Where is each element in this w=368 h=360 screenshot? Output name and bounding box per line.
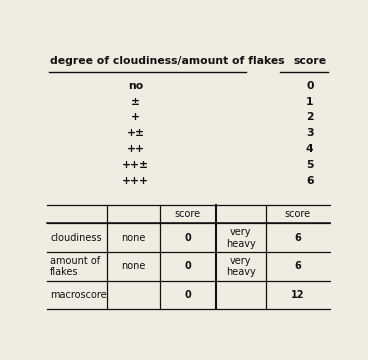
Text: none: none (121, 261, 146, 271)
Text: degree of cloudiness/amount of flakes: degree of cloudiness/amount of flakes (50, 56, 285, 66)
Text: very
heavy: very heavy (226, 227, 255, 248)
Text: 0: 0 (184, 290, 191, 300)
Text: 1: 1 (306, 96, 314, 107)
Text: 2: 2 (306, 112, 314, 122)
Text: macroscore: macroscore (50, 290, 107, 300)
Text: ±: ± (131, 96, 140, 107)
Text: very
heavy: very heavy (226, 256, 255, 277)
Text: score: score (284, 209, 311, 219)
Text: 0: 0 (184, 233, 191, 243)
Text: +: + (131, 112, 140, 122)
Text: no: no (128, 81, 144, 91)
Text: 5: 5 (306, 160, 314, 170)
Text: +±: +± (127, 128, 145, 138)
Text: 0: 0 (184, 261, 191, 271)
Text: ++±: ++± (122, 160, 149, 170)
Text: 6: 6 (294, 261, 301, 271)
Text: 3: 3 (306, 128, 314, 138)
Text: 12: 12 (291, 290, 304, 300)
Text: +++: +++ (122, 176, 149, 186)
Text: 6: 6 (306, 176, 314, 186)
Text: amount of
flakes: amount of flakes (50, 256, 100, 277)
Text: none: none (121, 233, 146, 243)
Text: score: score (175, 209, 201, 219)
Text: 6: 6 (294, 233, 301, 243)
Text: ++: ++ (127, 144, 145, 154)
Text: score: score (294, 56, 327, 66)
Text: 4: 4 (306, 144, 314, 154)
Text: cloudiness: cloudiness (50, 233, 102, 243)
Text: 0: 0 (306, 81, 314, 91)
